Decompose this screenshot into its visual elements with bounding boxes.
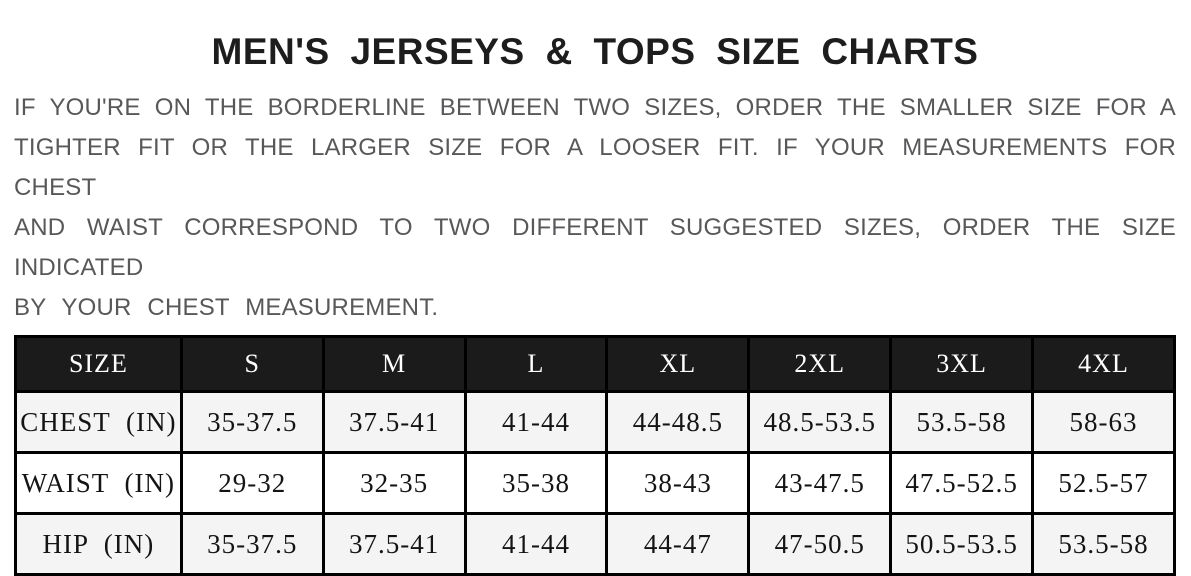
column-header-m: M xyxy=(321,335,467,393)
cell-chest-m: 37.5-41 xyxy=(321,390,467,454)
cell-waist-4xl: 52.5-57 xyxy=(1031,451,1176,515)
intro-line-2: TIGHTER FIT OR THE LARGER SIZE FOR A LOO… xyxy=(14,134,1176,201)
column-header-2xl: 2XL xyxy=(747,335,893,393)
cell-hip-s: 35-37.5 xyxy=(179,512,325,576)
size-chart-page: MEN'S JERSEYS & TOPS SIZE CHARTS IF YOU'… xyxy=(0,32,1191,576)
row-label-waist: WAIST (IN) xyxy=(14,451,183,515)
cell-hip-xl: 44-47 xyxy=(605,512,751,576)
cell-hip-3xl: 50.5-53.5 xyxy=(889,512,1035,576)
header-row: SIZE S M L XL 2XL 3XL 4XL xyxy=(14,335,1176,393)
cell-hip-4xl: 53.5-58 xyxy=(1031,512,1176,576)
cell-chest-l: 41-44 xyxy=(463,390,609,454)
intro-line-1: IF YOU'RE ON THE BORDERLINE BETWEEN TWO … xyxy=(14,94,1176,121)
column-header-4xl: 4XL xyxy=(1031,335,1176,393)
intro-line-3: AND WAIST CORRESPOND TO TWO DIFFERENT SU… xyxy=(14,214,1176,281)
intro-paragraph: IF YOU'RE ON THE BORDERLINE BETWEEN TWO … xyxy=(14,88,1176,328)
cell-waist-3xl: 47.5-52.5 xyxy=(889,451,1035,515)
column-header-s: S xyxy=(179,335,325,393)
intro-line-4: BY YOUR CHEST MEASUREMENT. xyxy=(14,294,439,321)
cell-hip-m: 37.5-41 xyxy=(321,512,467,576)
column-header-size: SIZE xyxy=(14,335,183,393)
table-row-chest: CHEST (IN) 35-37.5 37.5-41 41-44 44-48.5… xyxy=(14,390,1176,454)
table-row-waist: WAIST (IN) 29-32 32-35 35-38 38-43 43-47… xyxy=(14,451,1176,515)
cell-chest-2xl: 48.5-53.5 xyxy=(747,390,893,454)
cell-hip-2xl: 47-50.5 xyxy=(747,512,893,576)
column-header-3xl: 3XL xyxy=(889,335,1035,393)
cell-waist-s: 29-32 xyxy=(179,451,325,515)
cell-waist-l: 35-38 xyxy=(463,451,609,515)
size-chart-table: SIZE S M L XL 2XL 3XL 4XL CHEST (IN) 35-… xyxy=(14,335,1176,576)
cell-waist-xl: 38-43 xyxy=(605,451,751,515)
cell-chest-4xl: 58-63 xyxy=(1031,390,1176,454)
row-label-chest: CHEST (IN) xyxy=(14,390,183,454)
cell-chest-s: 35-37.5 xyxy=(179,390,325,454)
cell-chest-xl: 44-48.5 xyxy=(605,390,751,454)
column-header-xl: XL xyxy=(605,335,751,393)
row-label-hip: HIP (IN) xyxy=(14,512,183,576)
column-header-l: L xyxy=(463,335,609,393)
cell-chest-3xl: 53.5-58 xyxy=(889,390,1035,454)
page-title: MEN'S JERSEYS & TOPS SIZE CHARTS xyxy=(211,31,979,72)
table-row-hip: HIP (IN) 35-37.5 37.5-41 41-44 44-47 47-… xyxy=(14,512,1176,576)
cell-waist-2xl: 43-47.5 xyxy=(747,451,893,515)
cell-hip-l: 41-44 xyxy=(463,512,609,576)
cell-waist-m: 32-35 xyxy=(321,451,467,515)
